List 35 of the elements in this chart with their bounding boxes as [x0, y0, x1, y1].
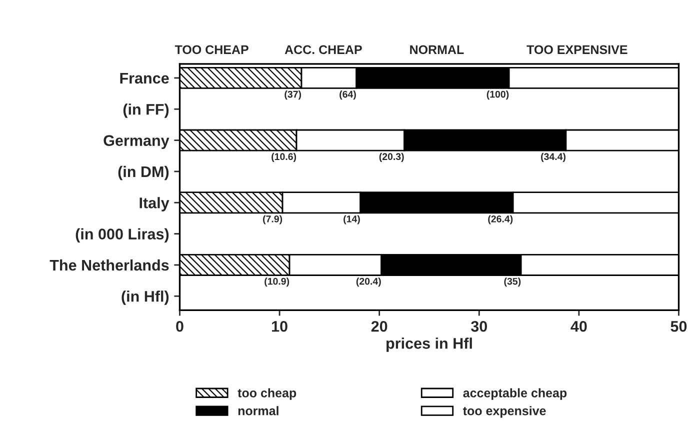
text: NORMAL	[410, 45, 464, 54]
annotation: (10.9)	[264, 278, 290, 287]
x-tick-label: 30	[470, 320, 488, 332]
x-tick-label: 40	[570, 320, 587, 332]
y-tick-label: France	[120, 72, 169, 84]
annotation: (14)	[344, 215, 360, 224]
text: ACC. CHEAP	[284, 45, 362, 54]
annotation: (64)	[340, 90, 356, 100]
annotation: (20.3)	[379, 152, 404, 162]
annotation: (7.9)	[263, 215, 282, 224]
x-tick-label: 20	[371, 320, 388, 332]
legend-label: too cheap	[238, 388, 296, 400]
annotation: (35)	[504, 278, 521, 287]
legend-label: normal	[238, 406, 278, 416]
legend-label: acceptable cheap	[463, 388, 567, 400]
legend-label: too expensive	[463, 406, 546, 418]
x-tick-label: 0	[176, 320, 184, 332]
y-tick-label: Italy	[140, 197, 170, 212]
y-tick-label: (in DM)	[118, 166, 169, 180]
x-tick-label: 50	[670, 320, 687, 332]
annotation: (10.6)	[272, 152, 296, 162]
annotation: (34.4)	[541, 152, 566, 162]
annotation: (37)	[284, 90, 302, 100]
y-tick-label: The Netherlands	[50, 259, 169, 271]
x-tick-label: 10	[272, 320, 288, 332]
y-tick-label: Germany	[104, 135, 170, 149]
y-tick-label: (in Hfl)	[122, 290, 169, 305]
x-axis-title: prices in Hfl	[386, 338, 472, 352]
annotation: (26.4)	[488, 215, 513, 224]
text: TOO EXPENSIVE	[526, 45, 628, 54]
y-tick-label: (in 000 Liras)	[76, 228, 169, 243]
annotation: (20.4)	[356, 278, 381, 287]
text: TOO CHEAP	[174, 45, 248, 54]
annotation: (100)	[486, 90, 509, 100]
y-tick-label: (in FF)	[123, 104, 169, 118]
